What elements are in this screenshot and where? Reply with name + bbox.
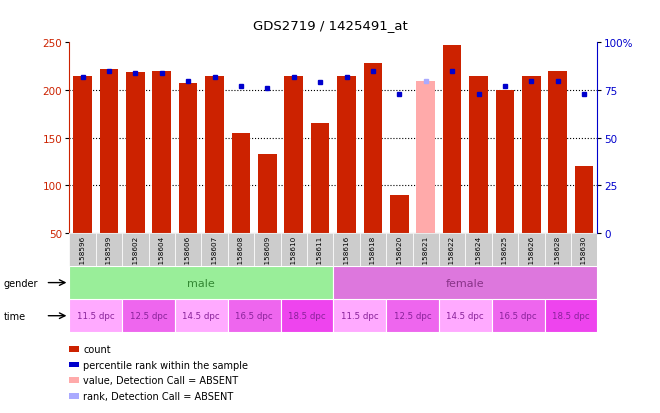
Text: female: female — [446, 278, 484, 288]
Text: GSM158604: GSM158604 — [158, 235, 165, 279]
Text: GSM158624: GSM158624 — [475, 235, 482, 279]
Bar — [122, 299, 175, 332]
Bar — [544, 233, 571, 266]
Text: GSM158621: GSM158621 — [422, 235, 429, 279]
Bar — [284, 77, 303, 233]
Text: 18.5 dpc: 18.5 dpc — [552, 311, 590, 320]
Bar — [73, 77, 92, 233]
Text: value, Detection Call = ABSENT: value, Detection Call = ABSENT — [83, 375, 238, 385]
Text: 14.5 dpc: 14.5 dpc — [182, 311, 220, 320]
Text: GSM158628: GSM158628 — [554, 235, 561, 279]
Bar — [412, 233, 439, 266]
Text: rank, Detection Call = ABSENT: rank, Detection Call = ABSENT — [83, 391, 234, 401]
Text: count: count — [83, 344, 111, 354]
Bar — [364, 64, 382, 233]
Bar — [360, 233, 386, 266]
Bar — [69, 266, 333, 299]
Text: GSM158616: GSM158616 — [343, 235, 350, 279]
Bar — [228, 233, 254, 266]
Bar — [205, 77, 224, 233]
Text: GSM158607: GSM158607 — [211, 235, 218, 279]
Bar — [496, 91, 514, 233]
Text: 11.5 dpc: 11.5 dpc — [77, 311, 115, 320]
Text: GDS2719 / 1425491_at: GDS2719 / 1425491_at — [253, 19, 407, 31]
Text: GSM158596: GSM158596 — [79, 235, 86, 279]
Bar — [518, 233, 544, 266]
Bar — [280, 233, 307, 266]
Text: percentile rank within the sample: percentile rank within the sample — [83, 360, 248, 370]
Bar — [69, 299, 122, 332]
Bar — [179, 84, 197, 233]
Bar — [100, 70, 118, 233]
Bar — [544, 299, 597, 332]
Bar — [575, 167, 593, 233]
Bar — [254, 233, 280, 266]
Text: GSM158626: GSM158626 — [528, 235, 535, 279]
Text: 16.5 dpc: 16.5 dpc — [235, 311, 273, 320]
Bar — [307, 233, 333, 266]
Bar — [232, 134, 250, 233]
Bar — [152, 72, 171, 233]
Text: GSM158610: GSM158610 — [290, 235, 297, 279]
Text: 14.5 dpc: 14.5 dpc — [446, 311, 484, 320]
Bar — [443, 46, 461, 233]
Bar — [337, 77, 356, 233]
Bar — [175, 233, 201, 266]
Bar — [386, 233, 412, 266]
Text: GSM158620: GSM158620 — [396, 235, 403, 279]
Bar — [175, 299, 228, 332]
Bar — [69, 233, 96, 266]
Bar — [548, 72, 567, 233]
Text: GSM158602: GSM158602 — [132, 235, 139, 279]
Bar — [280, 299, 333, 332]
Bar — [333, 233, 360, 266]
Bar — [492, 233, 518, 266]
Bar — [439, 233, 465, 266]
Bar — [465, 233, 492, 266]
Text: time: time — [3, 311, 26, 321]
Text: male: male — [187, 278, 215, 288]
Bar — [228, 299, 280, 332]
Text: 18.5 dpc: 18.5 dpc — [288, 311, 326, 320]
Text: 12.5 dpc: 12.5 dpc — [129, 311, 168, 320]
Text: 11.5 dpc: 11.5 dpc — [341, 311, 379, 320]
Bar — [148, 233, 175, 266]
Text: GSM158599: GSM158599 — [106, 235, 112, 279]
Bar — [122, 233, 148, 266]
Text: gender: gender — [3, 278, 38, 288]
Text: 16.5 dpc: 16.5 dpc — [499, 311, 537, 320]
Bar — [571, 233, 597, 266]
Text: GSM158625: GSM158625 — [502, 235, 508, 279]
Text: GSM158606: GSM158606 — [185, 235, 191, 279]
Bar — [333, 299, 386, 332]
Bar — [439, 299, 492, 332]
Bar — [201, 233, 228, 266]
Text: 12.5 dpc: 12.5 dpc — [393, 311, 432, 320]
Text: GSM158622: GSM158622 — [449, 235, 455, 279]
Text: GSM158609: GSM158609 — [264, 235, 271, 279]
Bar — [126, 73, 145, 233]
Bar — [333, 266, 597, 299]
Bar — [311, 124, 329, 233]
Bar — [258, 154, 277, 233]
Bar — [522, 77, 541, 233]
Bar — [469, 77, 488, 233]
Bar — [390, 195, 409, 233]
Text: GSM158618: GSM158618 — [370, 235, 376, 279]
Bar — [96, 233, 122, 266]
Bar — [492, 299, 544, 332]
Bar — [386, 299, 439, 332]
Text: GSM158608: GSM158608 — [238, 235, 244, 279]
Text: GSM158630: GSM158630 — [581, 235, 587, 279]
Bar — [416, 81, 435, 233]
Text: GSM158611: GSM158611 — [317, 235, 323, 279]
